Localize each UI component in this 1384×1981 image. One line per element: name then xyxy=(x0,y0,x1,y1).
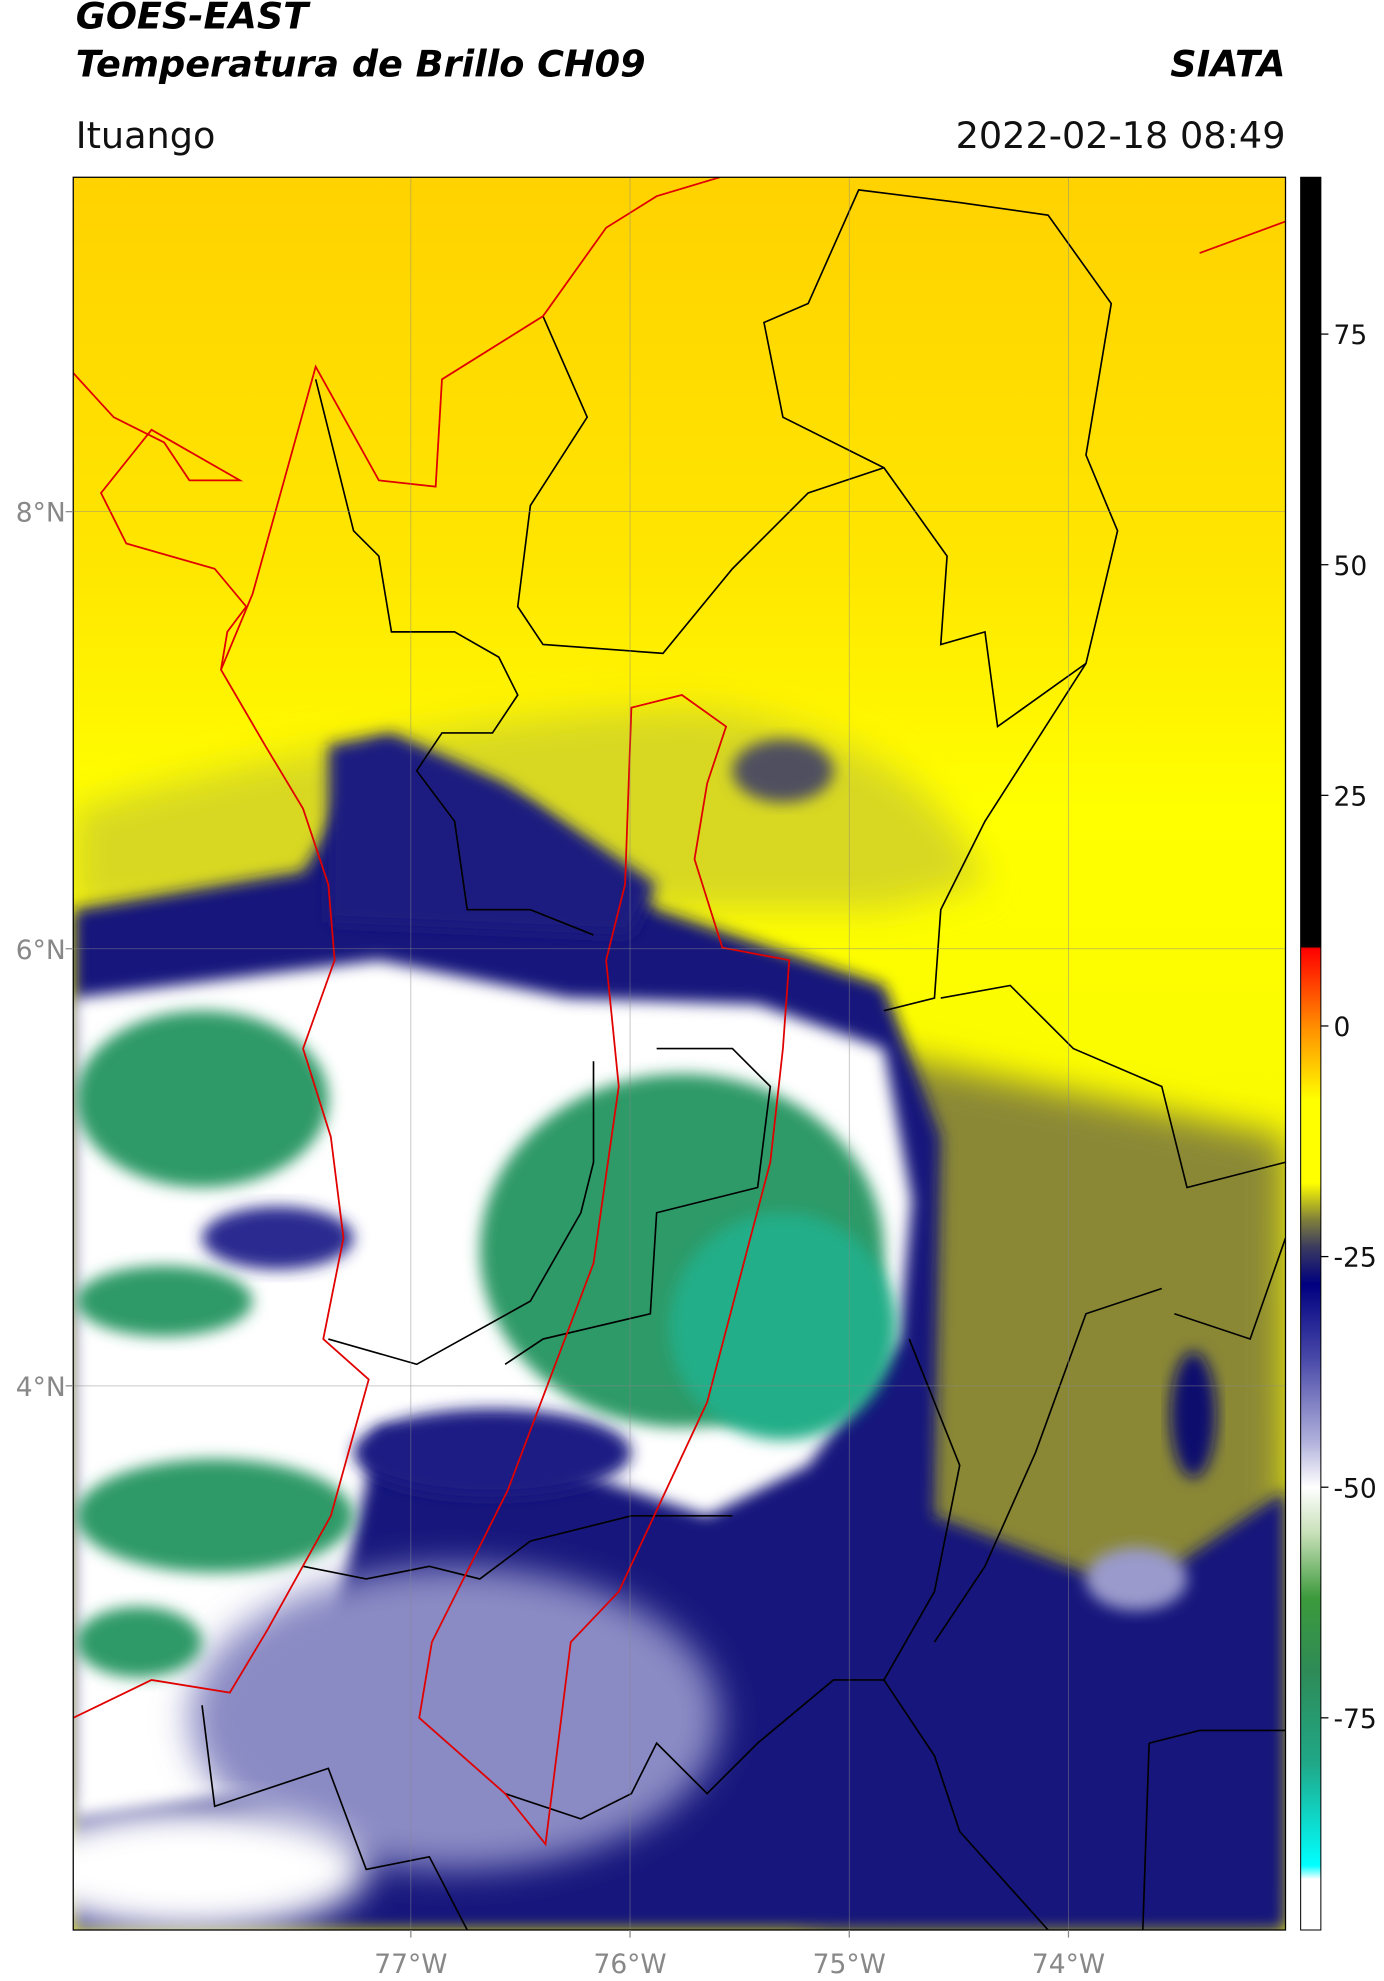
source: SIATA xyxy=(1170,42,1285,85)
map-frame xyxy=(72,176,1287,1931)
x-tick-label: 76°W xyxy=(593,1949,666,1980)
colorbar-tick-label: 75 xyxy=(1333,320,1367,351)
x-tick-label: 77°W xyxy=(374,1949,447,1980)
colorbar xyxy=(1300,176,1322,1931)
x-tick-label: 74°W xyxy=(1032,1949,1105,1980)
colorbar-tick-label: -25 xyxy=(1333,1243,1376,1274)
x-tick-label: 75°W xyxy=(813,1949,886,1980)
graticule xyxy=(73,177,1286,1931)
y-tick-label: 6°N xyxy=(16,935,66,966)
subtitle: Temperatura de Brillo CH09 xyxy=(76,42,646,85)
colorbar-tick-label: 0 xyxy=(1333,1012,1350,1043)
admin-borders xyxy=(201,189,1286,1931)
y-tick-label: 4°N xyxy=(16,1372,66,1403)
y-tick-label: 8°N xyxy=(16,498,66,529)
colorbar-tick-label: 25 xyxy=(1333,781,1367,812)
datetime: 2022-02-18 08:49 xyxy=(956,114,1286,157)
title: GOES-EAST xyxy=(76,0,311,37)
coastline-and-basin xyxy=(73,177,1286,1847)
location: Ituango xyxy=(76,114,216,157)
satellite-field xyxy=(73,177,1286,1931)
colorbar-tick-label: -75 xyxy=(1333,1704,1376,1735)
colorbar-tick-label: -50 xyxy=(1333,1473,1376,1504)
colorbar-tick-label: 50 xyxy=(1333,551,1367,582)
